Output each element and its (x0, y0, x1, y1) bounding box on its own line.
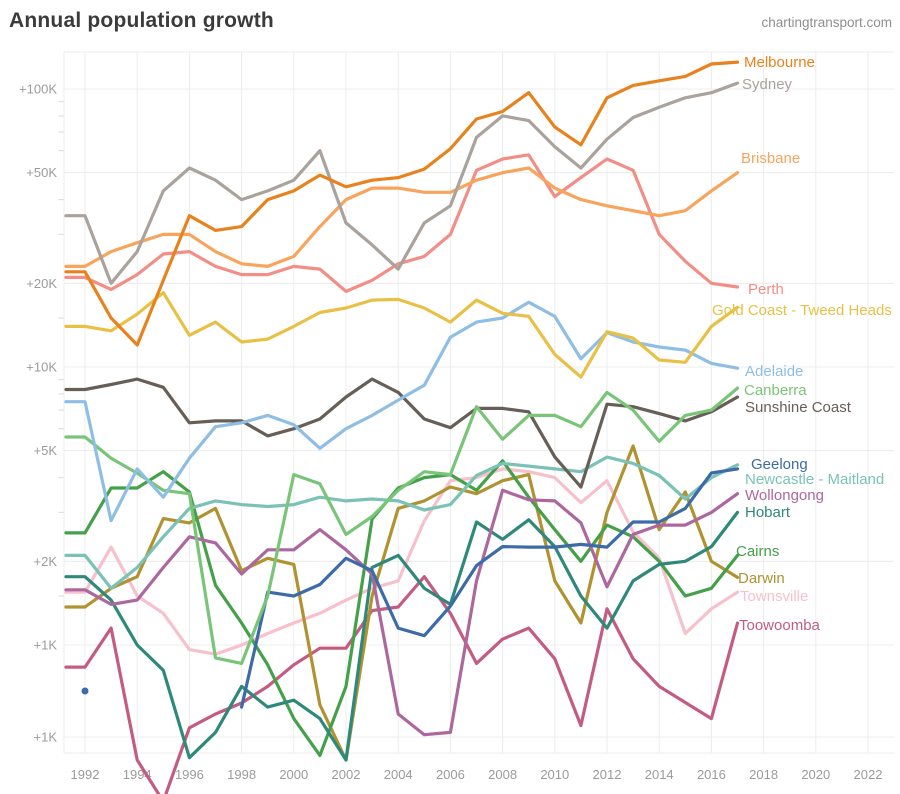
y-axis-tick-label: +1K (34, 730, 58, 745)
series-label-perth[interactable]: Perth (748, 281, 784, 298)
y-axis-tick-label: +1K (34, 638, 58, 653)
series-label-sydney[interactable]: Sydney (742, 76, 793, 93)
series-label-adelaide[interactable]: Adelaide (745, 363, 803, 380)
series-line-gold-coast-tweed-heads[interactable] (64, 291, 740, 379)
series-label-melbourne[interactable]: Melbourne (744, 54, 815, 71)
y-axis-tick-label: +50K (26, 165, 57, 180)
series-line-toowoomba[interactable] (64, 575, 740, 794)
series-line-townsville[interactable] (64, 467, 740, 656)
y-axis-tick-label: +20K (26, 276, 57, 291)
series-label-brisbane[interactable]: Brisbane (741, 150, 800, 167)
x-axis-tick-label: 2012 (593, 767, 622, 782)
y-axis-tick-label: +100K (19, 82, 57, 97)
series-label-toowoomba[interactable]: Toowoomba (739, 617, 821, 634)
x-axis-tick-label: 2006 (436, 767, 465, 782)
series-label-newcastle-maitland[interactable]: Newcastle - Maitland (745, 471, 884, 488)
series-label-townsville[interactable]: Townsville (740, 588, 808, 605)
x-axis-tick-label: 2000 (279, 767, 308, 782)
series-label-darwin[interactable]: Darwin (738, 570, 785, 587)
x-axis-tick-label: 2016 (697, 767, 726, 782)
x-axis-tick-label: 2020 (801, 767, 830, 782)
series-line-brisbane[interactable] (64, 166, 740, 268)
series-line-wollongong[interactable] (64, 488, 740, 737)
series-line-geelong[interactable] (240, 467, 740, 709)
y-axis-tick-label: +2K (34, 554, 58, 569)
series-label-geelong[interactable]: Geelong (751, 456, 808, 473)
y-axis-tick-label: +10K (26, 360, 57, 375)
series-line-adelaide[interactable] (64, 300, 740, 523)
x-axis-tick-label: 2018 (749, 767, 778, 782)
series-label-canberra[interactable]: Canberra (744, 382, 807, 399)
y-axis-tick-label: +5K (34, 443, 58, 458)
series-point-geelong[interactable] (81, 687, 89, 695)
x-axis-tick-label: 1998 (227, 767, 256, 782)
x-axis-tick-label: 2004 (384, 767, 413, 782)
x-axis-tick-label: 2002 (332, 767, 361, 782)
x-axis-tick-label: 1996 (175, 767, 204, 782)
series-line-sydney[interactable] (64, 81, 740, 285)
series-line-perth[interactable] (64, 153, 740, 293)
x-axis-tick-label: 2022 (854, 767, 883, 782)
series-label-sunshine-coast[interactable]: Sunshine Coast (745, 399, 852, 416)
series-label-gold-coast-tweed-heads[interactable]: Gold Coast - Tweed Heads (712, 302, 892, 319)
series-line-darwin[interactable] (64, 444, 740, 762)
page-title: Annual population growth (9, 9, 274, 32)
series-label-hobart[interactable]: Hobart (745, 504, 791, 521)
x-axis-tick-label: 1992 (71, 767, 100, 782)
x-axis-tick-label: 2014 (645, 767, 674, 782)
series-label-cairns[interactable]: Cairns (736, 543, 779, 560)
series-line-canberra[interactable] (64, 386, 740, 665)
x-axis-tick-label: 2010 (540, 767, 569, 782)
x-axis-tick-label: 2008 (488, 767, 517, 782)
series-label-wollongong[interactable]: Wollongong (745, 487, 824, 504)
series-line-cairns[interactable] (64, 459, 740, 757)
series-line-sunshine-coast[interactable] (64, 377, 740, 489)
series-line-melbourne[interactable] (64, 60, 740, 347)
watermark-link[interactable]: chartingtransport.com (761, 15, 892, 30)
series-line-hobart[interactable] (64, 510, 740, 762)
series-line-newcastle-maitland[interactable] (64, 455, 740, 590)
